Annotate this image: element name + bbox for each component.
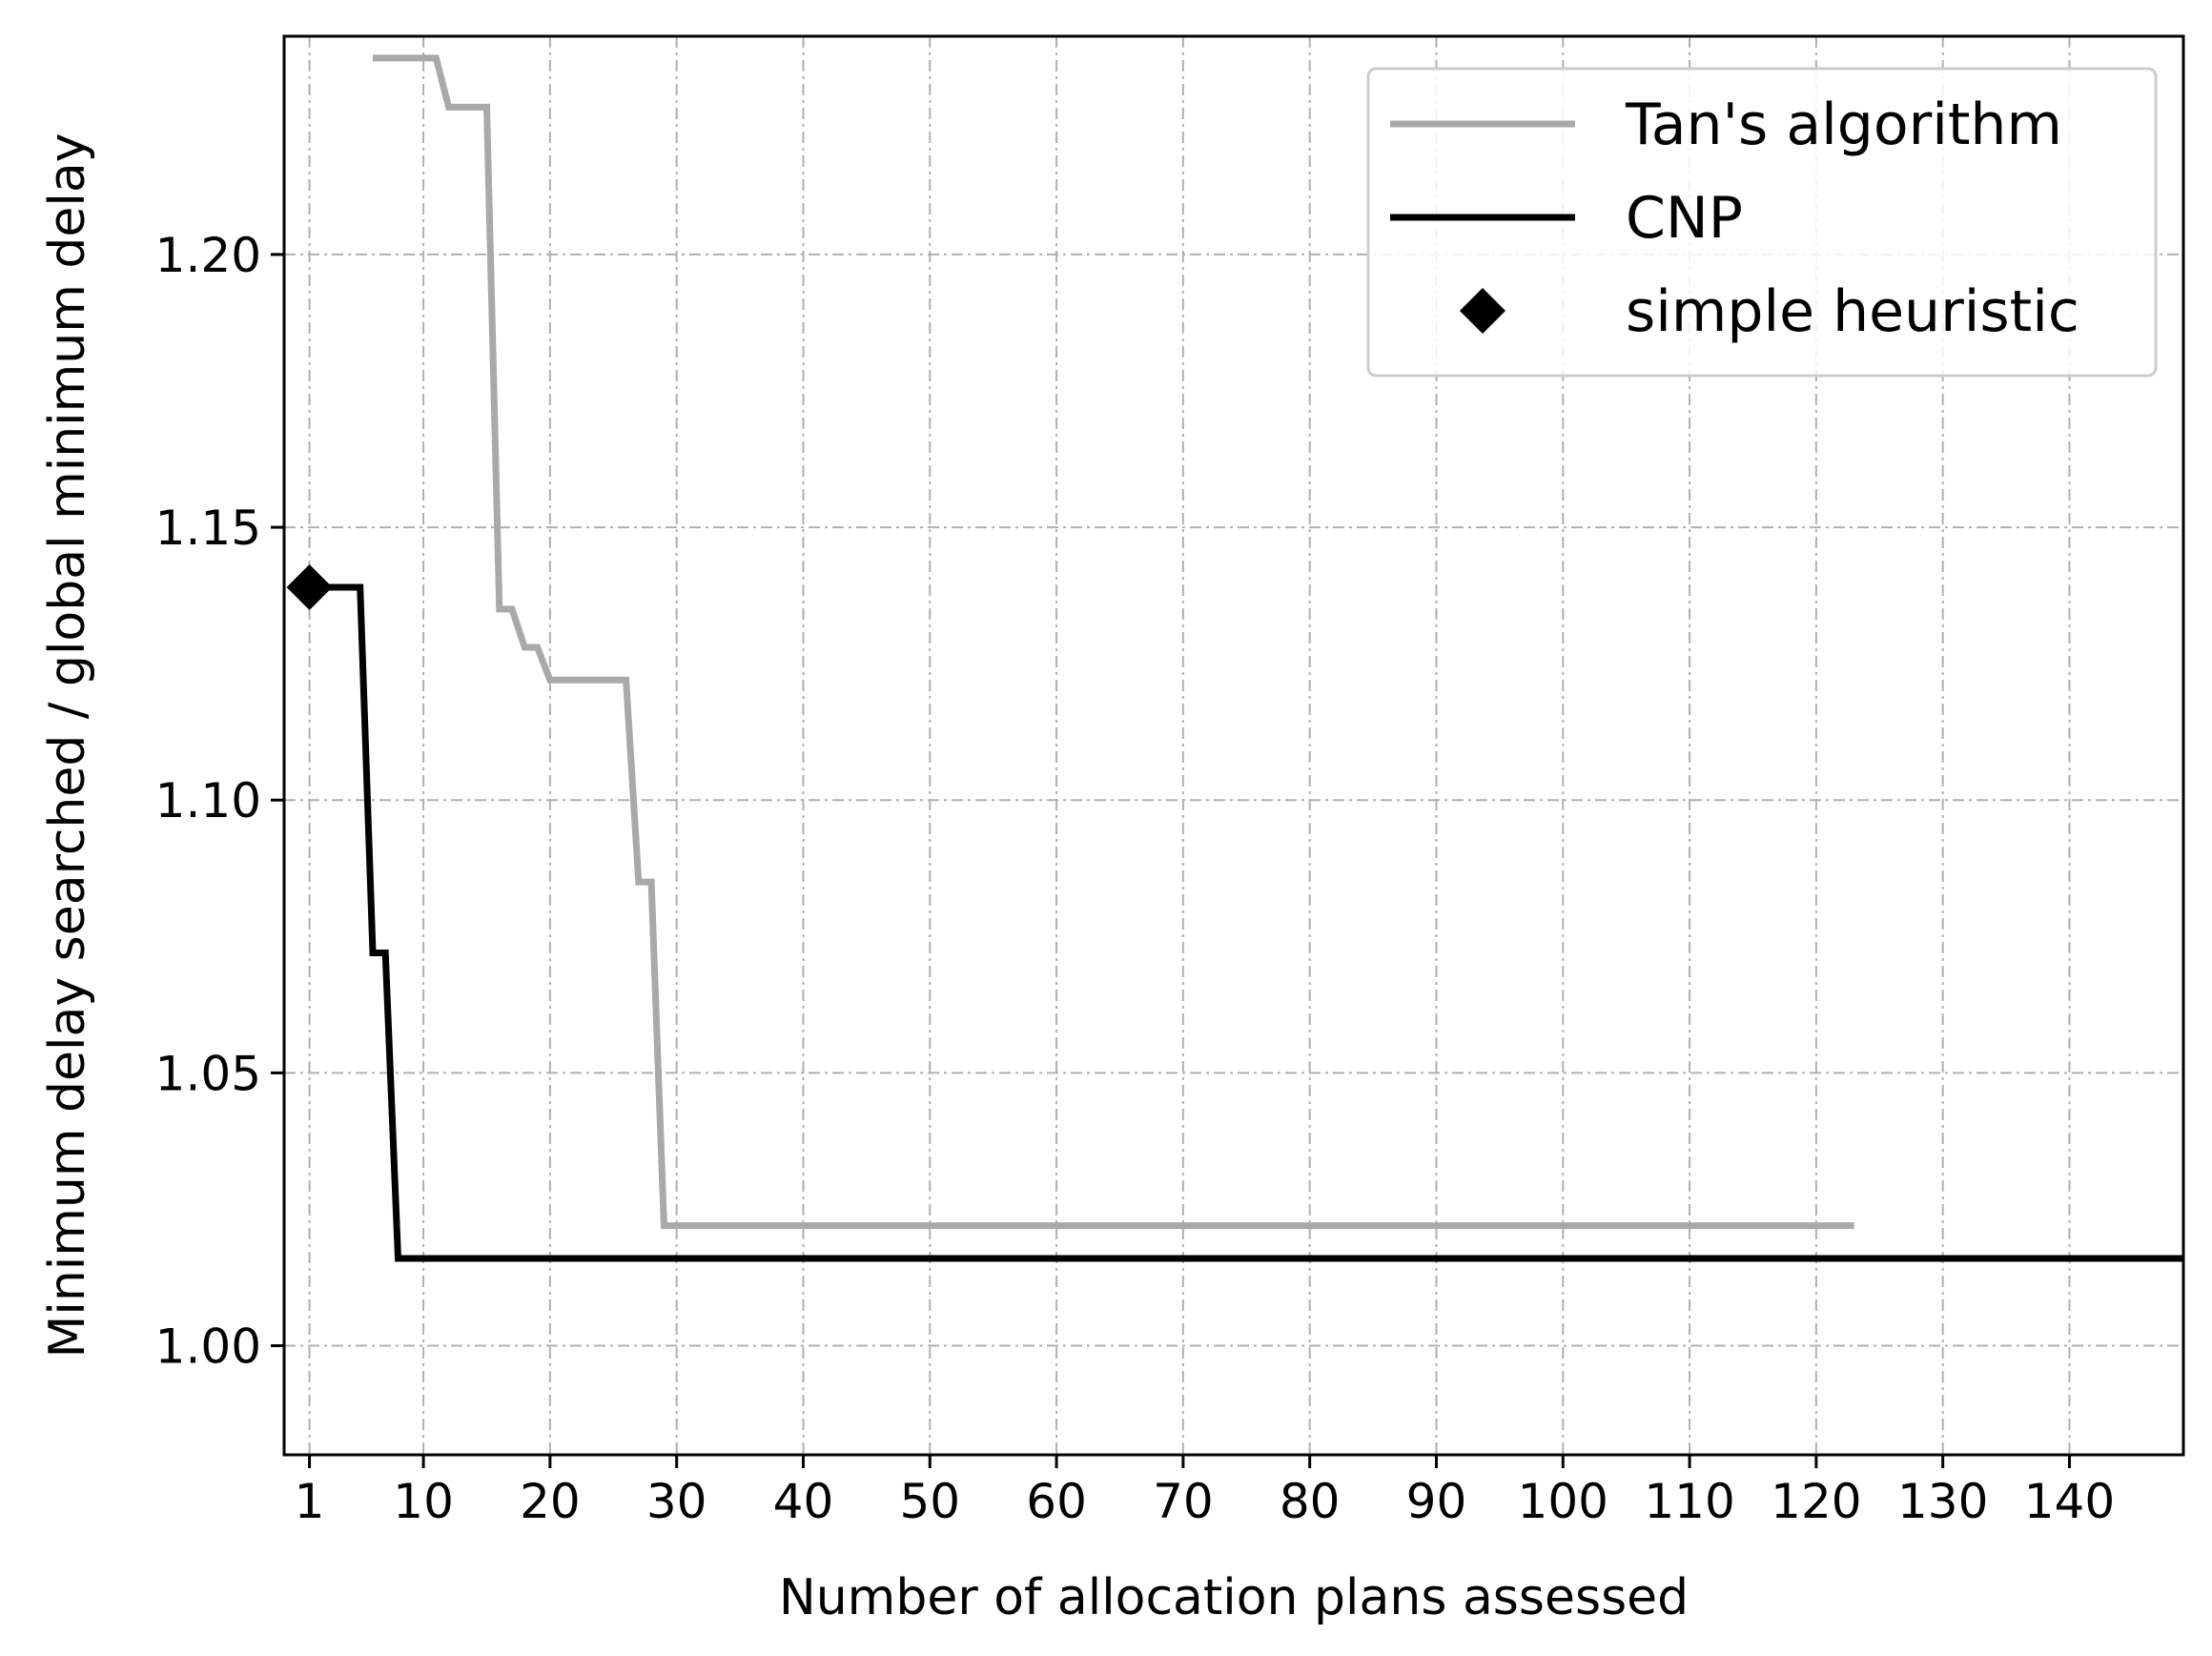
x-tick-label: 100 <box>1518 1474 1608 1529</box>
x-tick-label: 140 <box>2024 1474 2115 1529</box>
x-tick-label: 90 <box>1406 1474 1467 1529</box>
legend-label-tan-s-algorithm: Tan's algorithm <box>1625 92 2062 158</box>
marker-layer <box>286 564 333 611</box>
y-tick-label: 1.05 <box>155 1046 261 1101</box>
ticks: 1 10 20 30 40 50 60 70 80 90 100 110 120 130 1401.001.… <box>155 228 2116 1529</box>
x-tick-label: 120 <box>1771 1474 1861 1529</box>
x-tick-label: 70 <box>1153 1474 1214 1529</box>
legend: Tan's algorithm CNP simple heuristic <box>1366 67 2158 378</box>
x-tick-label: 110 <box>1644 1474 1734 1529</box>
legend-label-cnp: CNP <box>1626 185 1743 252</box>
x-tick-label: 20 <box>520 1474 581 1529</box>
y-axis-label: Minimum delay searched / global minimum … <box>39 133 96 1359</box>
plot-frame <box>282 34 2185 1457</box>
series-marker-simple-heuristic <box>286 564 333 611</box>
legend-swatch-simple-heuristic <box>1460 288 1505 334</box>
x-tick-label: 10 <box>393 1474 454 1529</box>
y-tick-label: 1.10 <box>155 773 261 828</box>
series-line-cnp <box>309 583 2183 1262</box>
x-tick-label: 130 <box>1897 1474 1988 1529</box>
x-tick-label: 60 <box>1026 1474 1087 1529</box>
series-line-tan-s-algorithm <box>373 54 1854 1230</box>
y-tick-label: 1.20 <box>155 228 261 283</box>
y-tick-label: 1.00 <box>155 1319 261 1375</box>
legend-label-simple-heuristic: simple heuristic <box>1626 278 2079 345</box>
legend-box <box>1366 67 2158 378</box>
x-tick-label: 50 <box>899 1474 960 1529</box>
y-tick-label: 1.15 <box>155 501 261 556</box>
x-tick-label: 1 <box>295 1474 325 1529</box>
x-axis-label: Number of allocation plans assessed <box>779 1569 1689 1626</box>
x-tick-label: 30 <box>646 1474 707 1529</box>
series-layer <box>309 54 2183 1262</box>
x-tick-label: 80 <box>1280 1474 1341 1529</box>
x-tick-label: 40 <box>773 1474 834 1529</box>
